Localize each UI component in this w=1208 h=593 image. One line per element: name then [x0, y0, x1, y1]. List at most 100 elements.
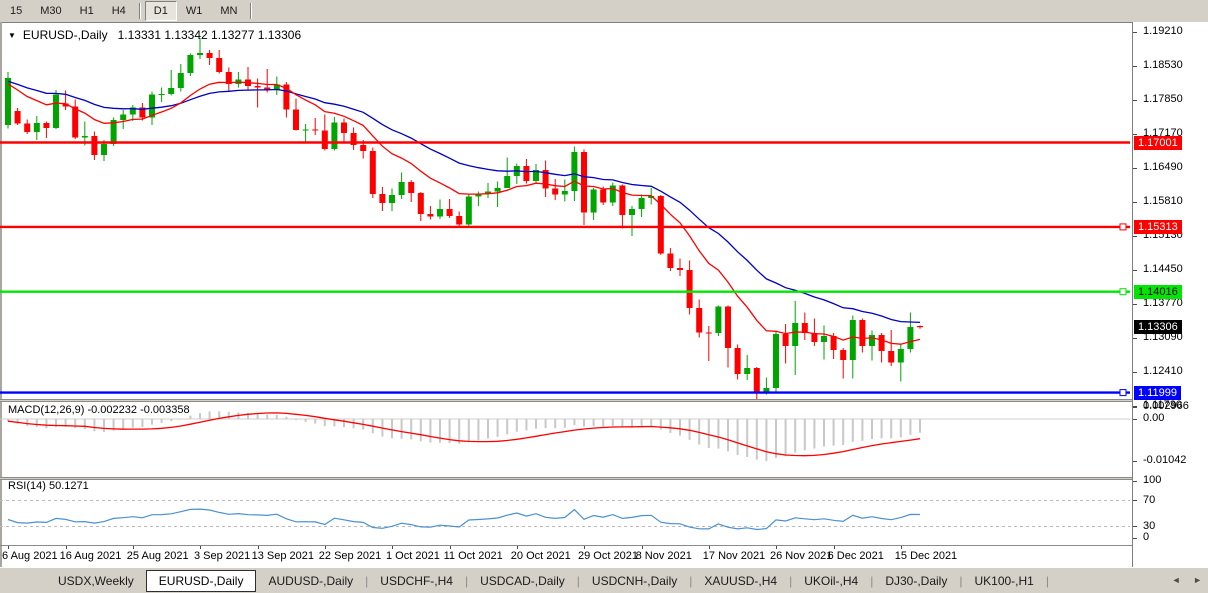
price-axis[interactable]: 1.19210 1.18530 1.17850 1.17170 1.16490 1.158…: [1132, 22, 1208, 567]
price-line-tag: 1.15313: [1134, 219, 1182, 234]
price-tick-mark: [1133, 405, 1137, 407]
rsi-scale-label: 0: [1143, 531, 1150, 543]
rsi-tick-mark: [1133, 500, 1137, 501]
chart-tab-dj30-daily[interactable]: DJ30-,Daily: [885, 573, 948, 588]
rsi-scale-label: 70: [1143, 493, 1156, 506]
rsi-scale-label: 100: [1143, 474, 1162, 486]
rsi-indicator-label: RSI(14) 50.1271: [8, 480, 89, 492]
date-label: 16 Aug 2021: [59, 550, 122, 562]
date-tick-mark: [449, 546, 451, 549]
chart-tab-usdchf-h4[interactable]: USDCHF-,H4: [380, 573, 453, 588]
date-label: 6 Dec 2021: [827, 550, 884, 562]
date-tick-mark: [324, 546, 326, 549]
price-tick-mark: [1133, 167, 1137, 169]
chart-tab-audusd-daily[interactable]: AUDUSD-,Daily: [268, 573, 354, 588]
date-label: 17 Nov 2021: [702, 550, 766, 562]
tab-scroll-right-icon[interactable]: ►: [1193, 575, 1202, 585]
price-tick-mark: [1133, 269, 1137, 271]
price-tick-mark: [1133, 133, 1137, 135]
date-label: 29 Oct 2021: [578, 550, 638, 562]
price-line-tag: 1.17001: [1134, 135, 1182, 150]
timeframe-button-d1[interactable]: D1: [144, 1, 177, 21]
macd-tick-mark: [1133, 406, 1137, 408]
price-tick-label: 1.18530: [1143, 59, 1183, 71]
macd-indicator-label: MACD(12,26,9) -0.002232 -0.003358: [8, 404, 190, 416]
chart-tab-usdcnh-daily[interactable]: USDCNH-,Daily: [591, 573, 678, 588]
date-label: 1 Oct 2021: [386, 550, 440, 562]
date-tick-mark: [200, 546, 201, 549]
chart-tab-eurusd-daily[interactable]: EURUSD-,Daily: [145, 569, 257, 592]
date-label: 25 Aug 2021: [126, 550, 189, 562]
symbol-label: EURUSD-,Daily: [22, 28, 108, 42]
price-tick-label: 1.16490: [1143, 161, 1183, 173]
rsi-tick-mark: [1133, 526, 1137, 527]
date-label: 6 Aug 2021: [2, 550, 58, 562]
symbol-dropdown-icon[interactable]: ▼: [8, 31, 16, 40]
price-tick-mark: [1133, 337, 1137, 339]
date-tick-mark: [516, 546, 518, 549]
chart-tab-uk100-h1[interactable]: UK100-,H1: [974, 573, 1034, 588]
timeframe-button-m30[interactable]: M30: [40, 5, 62, 17]
rsi-scale-label: 30: [1143, 519, 1156, 532]
chart-tab-xauusd-h4[interactable]: XAUUSD-,H4: [704, 573, 778, 588]
date-tick-mark: [257, 546, 259, 549]
window-border: [0, 22, 1208, 23]
date-tick-mark: [833, 546, 835, 549]
price-tick-mark: [1133, 371, 1137, 373]
chart-tab-ukoil-h4[interactable]: UKOil-,H4: [804, 573, 859, 588]
price-tick-label: 1.19210: [1143, 25, 1183, 37]
price-tick-label: 1.13770: [1143, 297, 1183, 309]
pane-splitter-macd[interactable]: [0, 399, 1208, 402]
timeframe-button-h4[interactable]: H4: [111, 5, 126, 17]
tab-separator: |: [464, 573, 469, 588]
tab-separator: |: [689, 573, 693, 588]
timeframe-button-mn[interactable]: MN: [220, 5, 238, 17]
date-tick-mark: [776, 546, 777, 549]
date-tick-mark: [132, 546, 134, 549]
chart-canvas[interactable]: [0, 24, 1130, 545]
date-tick-mark: [584, 546, 585, 549]
date-tick-mark: [900, 546, 902, 549]
date-label: 20 Oct 2021: [510, 550, 571, 562]
timeframe-button-h1[interactable]: H1: [79, 5, 94, 17]
tab-scroll-arrows: ◄ ►: [1162, 575, 1202, 585]
date-label: 22 Sep 2021: [318, 550, 382, 562]
price-tick-mark: [1133, 65, 1137, 67]
ohlc-values: 1.13331 1.13342 1.13277 1.13306: [117, 28, 302, 42]
tab-separator: |: [1045, 573, 1049, 588]
pane-splitter-rsi[interactable]: [0, 477, 1208, 480]
macd-tick-mark: [1133, 460, 1137, 462]
chart-tab-usdx-weekly[interactable]: USDX,Weekly: [58, 573, 134, 588]
tab-separator: |: [789, 573, 793, 588]
date-tick-mark: [641, 546, 643, 549]
price-tick-label: 1.11730: [1143, 399, 1182, 411]
chart-window[interactable]: ▼ EURUSD-,Daily 1.13331 1.13342 1.13277 1.…: [0, 22, 1208, 567]
price-line-tag: 1.11999: [1134, 385, 1181, 400]
date-label: 15 Dec 2021: [894, 550, 958, 562]
price-tick-label: 1.17850: [1143, 93, 1183, 105]
rsi-tick-mark: [1133, 480, 1137, 482]
timeframe-button-w1[interactable]: W1: [185, 5, 203, 17]
toolbar-separator: [138, 3, 141, 19]
macd-tick-mark: [1133, 418, 1137, 420]
price-tick-label: 1.12410: [1143, 365, 1183, 377]
date-label: 26 Nov 2021: [770, 550, 833, 562]
timeframe-toolbar: 15 M30 H1 H4 D1 W1 MN: [0, 0, 1208, 22]
tab-separator: |: [576, 573, 580, 588]
date-tick-mark: [8, 546, 9, 549]
price-tick-label: 1.15810: [1143, 195, 1183, 207]
toolbar-separator: [250, 3, 253, 19]
date-tick-mark: [392, 546, 393, 549]
price-tick-mark: [1133, 201, 1137, 203]
chart-tab-usdcad-daily[interactable]: USDCAD-,Daily: [480, 573, 565, 588]
price-tick-mark: [1133, 303, 1137, 305]
window-border-left: [0, 22, 2, 567]
macd-scale-label: 0.002966: [1143, 400, 1189, 412]
timeframe-button-15[interactable]: 15: [10, 5, 23, 17]
tab-separator: |: [959, 573, 963, 588]
macd-scale-label: 0.00: [1143, 412, 1165, 424]
tab-scroll-left-icon[interactable]: ◄: [1171, 575, 1181, 585]
tab-separator: |: [365, 573, 369, 588]
date-label: 3 Sep 2021: [194, 550, 251, 562]
